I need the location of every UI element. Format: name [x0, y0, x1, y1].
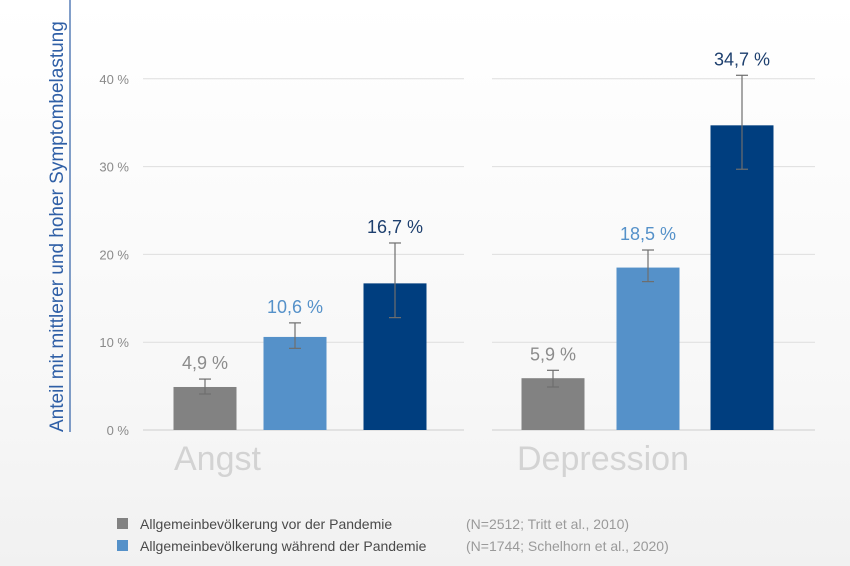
error-bar [389, 242, 401, 319]
bar [263, 336, 327, 430]
legend-note: (N=1744; Schelhorn et al., 2020) [466, 538, 669, 554]
bars [173, 125, 774, 431]
legend-swatch [117, 540, 128, 551]
y-tick-label: 0 % [107, 423, 130, 438]
bar [710, 125, 774, 431]
y-tick-label: 30 % [99, 160, 129, 175]
error-bar [642, 249, 654, 283]
category-labels: Angst Depression [174, 440, 689, 478]
y-tick-label: 10 % [99, 335, 129, 350]
data-label: 4,9 % [182, 353, 228, 373]
legend: Allgemeinbevölkerung vor der Pandemie (N=… [117, 516, 669, 554]
y-tick-label: 40 % [99, 72, 129, 87]
error-bar [736, 74, 748, 170]
y-axis-label: Anteil mit mittlerer und hoher Symptombe… [47, 21, 68, 432]
legend-note: (N=2512; Tritt et al., 2010) [466, 516, 629, 532]
data-labels: 4,9 % 5,9 % 10,6 % 18,5 % 16,7 % 34,7 % [182, 49, 770, 373]
bar [616, 267, 680, 430]
error-bar [199, 378, 211, 395]
category-label: Angst [174, 440, 261, 478]
data-label: 18,5 % [620, 224, 676, 244]
legend-swatch [117, 518, 128, 529]
legend-label: Allgemeinbevölkerung vor der Pandemie [140, 516, 392, 532]
data-label: 16,7 % [367, 217, 423, 237]
data-label: 5,9 % [530, 344, 576, 364]
error-bars [199, 74, 748, 395]
data-label: 10,6 % [267, 297, 323, 317]
category-label: Depression [517, 440, 689, 478]
y-tick-labels: 0 % 10 % 20 % 30 % 40 % [99, 72, 129, 438]
y-tick-label: 20 % [99, 247, 129, 262]
error-bar [289, 322, 301, 349]
error-bar [547, 369, 559, 388]
legend-label: Allgemeinbevölkerung während der Pandemi… [140, 538, 427, 554]
data-label: 34,7 % [714, 49, 770, 69]
